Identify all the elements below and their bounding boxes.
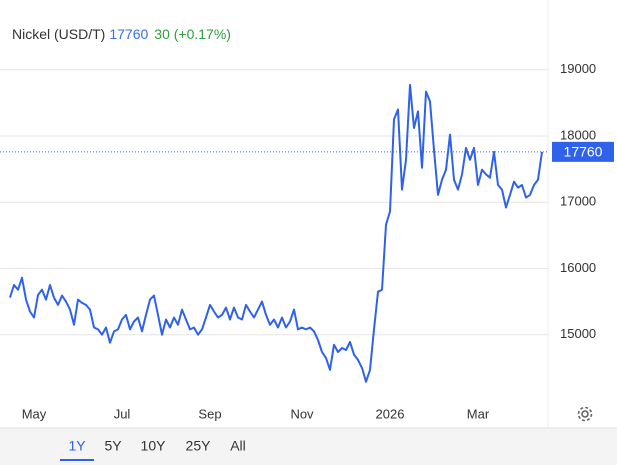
x-tick-label: May xyxy=(22,406,47,421)
range-bar xyxy=(0,428,617,465)
x-tick-label: 2026 xyxy=(376,406,405,421)
x-tick-label: Nov xyxy=(290,406,314,421)
range-button[interactable]: 10Y xyxy=(141,438,167,454)
price: 17760 xyxy=(109,26,149,42)
x-tick-label: Jul xyxy=(114,406,131,421)
range-button[interactable]: 25Y xyxy=(186,438,212,454)
y-tick-label: 18000 xyxy=(560,127,596,142)
y-tick-label: 15000 xyxy=(560,326,596,341)
settings-icon[interactable] xyxy=(577,406,593,422)
x-tick-label: Mar xyxy=(467,406,490,421)
change-pct: (+0.17%) xyxy=(173,26,231,42)
change: 30 xyxy=(154,26,170,42)
price-line xyxy=(9,83,543,383)
range-button[interactable]: 1Y xyxy=(68,438,86,454)
title: Nickel (USD/T) xyxy=(12,26,106,42)
y-tick-label: 16000 xyxy=(560,260,596,275)
range-button[interactable]: 5Y xyxy=(104,438,122,454)
y-tick-label: 17000 xyxy=(560,194,596,209)
range-button[interactable]: All xyxy=(230,438,246,454)
range-underline xyxy=(60,459,94,461)
last-value-box xyxy=(552,141,614,162)
x-tick-label: Sep xyxy=(198,406,221,421)
last-value-label: 17760 xyxy=(564,144,603,160)
header: Nickel (USD/T) 17760 30 (+0.17%) xyxy=(12,26,231,42)
y-tick-label: 19000 xyxy=(560,61,596,76)
